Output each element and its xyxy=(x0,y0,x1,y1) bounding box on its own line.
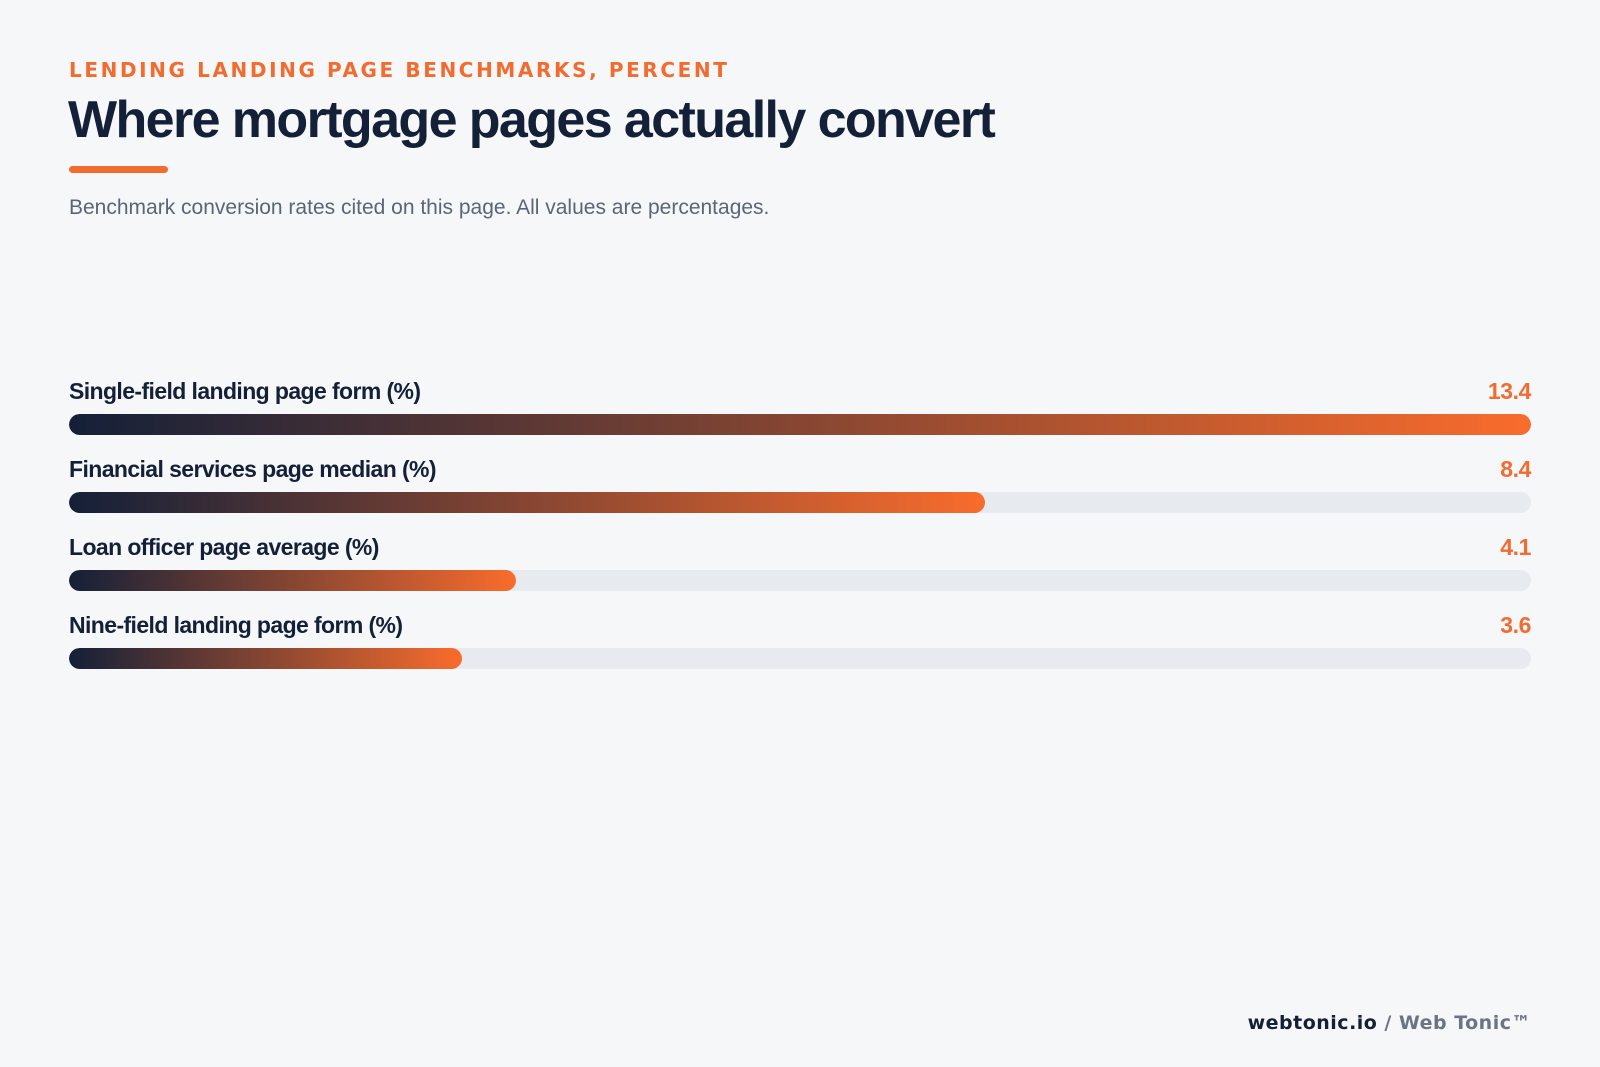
bar-row: Single-field landing page form (%) 13.4 xyxy=(69,370,1531,448)
footer-domain: webtonic.io xyxy=(1247,1012,1378,1034)
footer-separator: / xyxy=(1384,1012,1392,1034)
page-title: Where mortgage pages actually convert xyxy=(68,91,996,149)
footer-brand: Web Tonic™ xyxy=(1398,1012,1531,1034)
bar-fill xyxy=(69,648,462,669)
bar-track xyxy=(69,492,1531,513)
bar-label: Financial services page median (%) xyxy=(69,456,437,482)
bar-fill xyxy=(69,570,517,591)
bar-label: Single-field landing page form (%) xyxy=(69,378,421,404)
bar-value-label: 8.4 xyxy=(1500,456,1531,482)
bar-track xyxy=(69,648,1531,669)
bar-chart: Single-field landing page form (%) 13.4 Fi… xyxy=(69,370,1531,682)
page-subtitle: Benchmark conversion rates cited on this… xyxy=(69,196,770,219)
bar-fill xyxy=(69,414,1531,435)
bar-row: Nine-field landing page form (%) 3.6 xyxy=(69,604,1531,682)
bar-row: Loan officer page average (%) 4.1 xyxy=(69,526,1531,604)
footer-credit: webtonic.io / Web Tonic™ xyxy=(1248,1012,1531,1034)
bar-value-label: 13.4 xyxy=(1487,378,1532,404)
bar-track xyxy=(69,414,1531,435)
bar-value-label: 3.6 xyxy=(1500,612,1531,638)
title-underline xyxy=(69,166,168,173)
bar-fill xyxy=(69,492,986,513)
bar-label: Loan officer page average (%) xyxy=(69,534,379,560)
bar-label: Nine-field landing page form (%) xyxy=(69,612,403,638)
eyebrow-label: LENDING LANDING PAGE BENCHMARKS, PERCENT xyxy=(69,58,730,82)
bar-value-label: 4.1 xyxy=(1500,534,1531,560)
bar-row: Financial services page median (%) 8.4 xyxy=(69,448,1531,526)
bar-track xyxy=(69,570,1531,591)
